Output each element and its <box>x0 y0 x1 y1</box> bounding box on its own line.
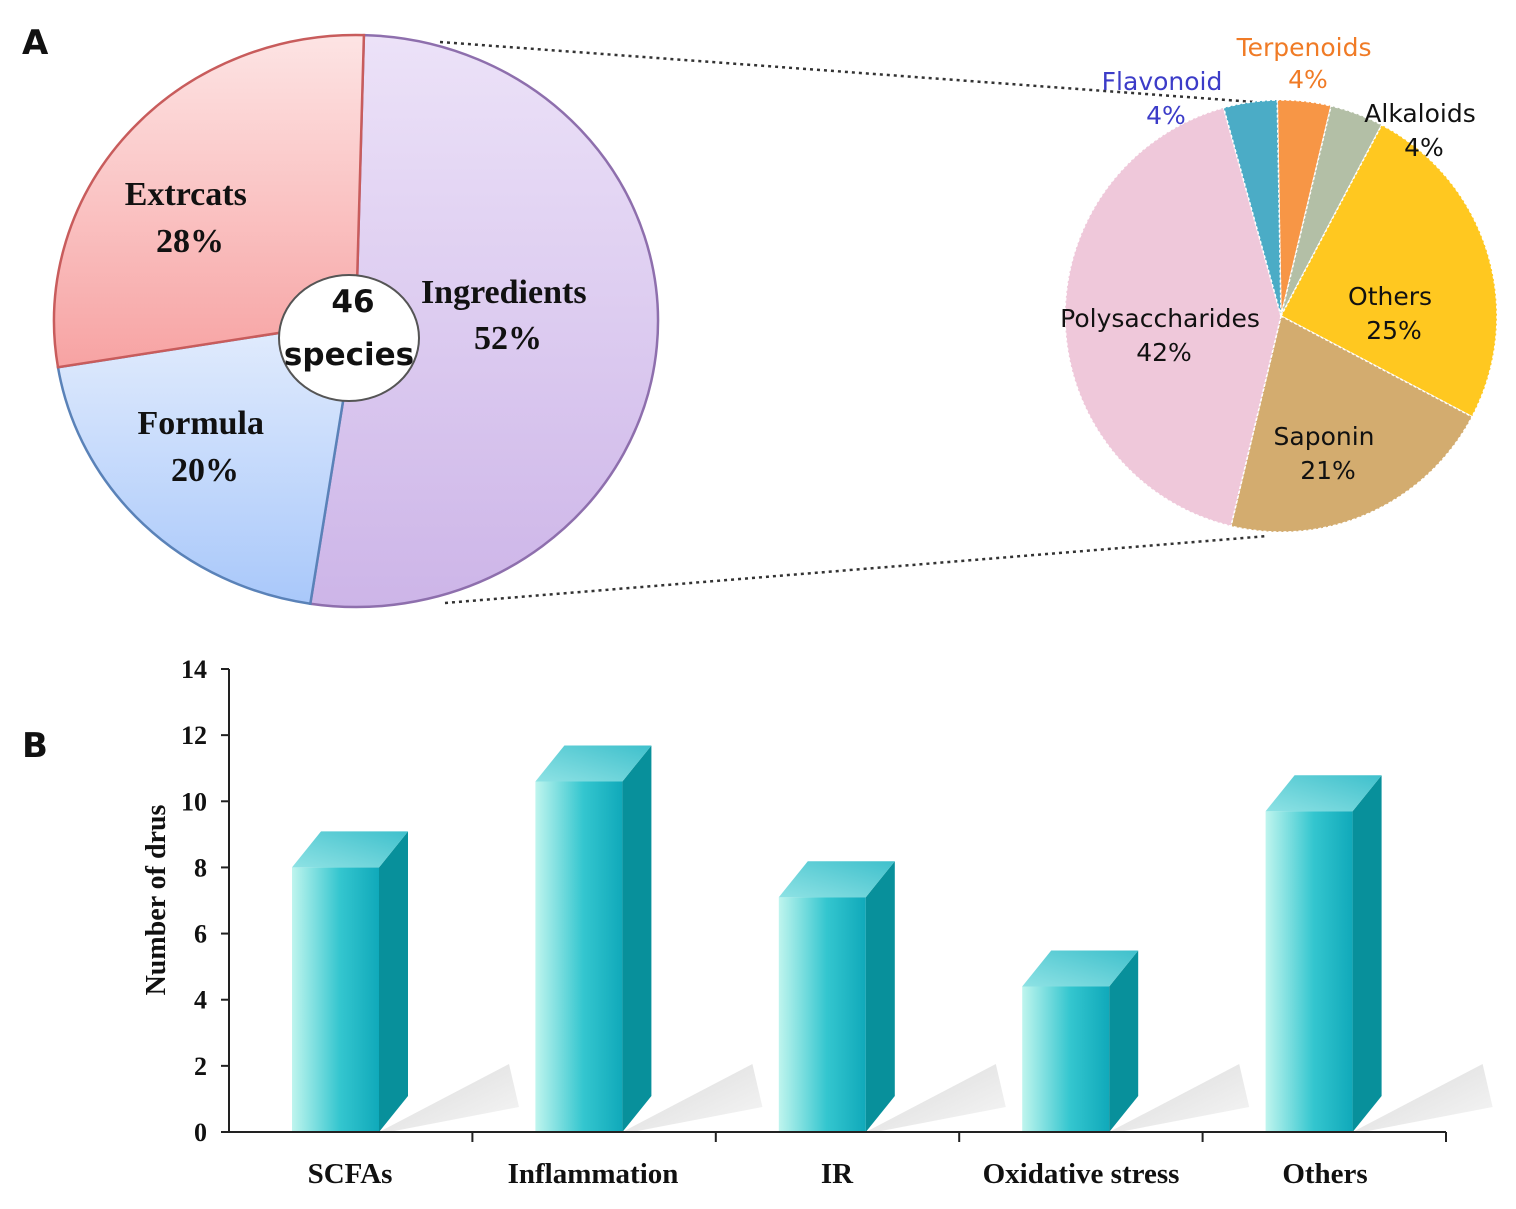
bar-others <box>1265 775 1382 1132</box>
label-alkaloids: Alkaloids 4% <box>1364 99 1483 162</box>
x-tick-label-inflammation: Inflammation <box>508 1158 679 1190</box>
y-tick-label: 8 <box>194 853 207 882</box>
label-terpenoids-name: Terpenoids <box>1236 33 1372 62</box>
bar-front-inflammation <box>535 781 623 1132</box>
bar-front-others <box>1265 811 1353 1132</box>
label-others: Others 25% <box>1348 282 1440 345</box>
bar-front-ir <box>778 897 866 1132</box>
y-axis-title: Number of drus <box>141 804 172 995</box>
label-others-name: Others <box>1348 282 1432 311</box>
bar-side-scfas <box>379 831 408 1132</box>
label-saponin: Saponin 21% <box>1274 422 1383 485</box>
y-tick-label: 12 <box>181 721 207 750</box>
bar-front-scfas <box>292 867 379 1132</box>
label-terpenoids-pct: 4% <box>1288 65 1328 94</box>
main-pie-chart: Extrcats 28% Ingredients 52% Formula 20%… <box>52 33 660 609</box>
bar-shadows <box>379 1064 1493 1132</box>
label-extrcats: Extrcats 28% <box>125 176 256 260</box>
label-polysaccharides-pct: 42% <box>1136 338 1192 367</box>
bar-top-others <box>1265 775 1382 812</box>
pie-slice-saponin <box>1230 314 1474 533</box>
x-tick-label-others: Others <box>1282 1158 1367 1190</box>
bar-oxidative-stress <box>1022 950 1139 1132</box>
panel-label-b: B <box>22 726 48 766</box>
label-ingredients: Ingredients 52% <box>421 274 595 357</box>
bar-side-oxidative-stress <box>1109 950 1139 1132</box>
label-polysaccharides-name: Polysaccharides <box>1060 304 1260 333</box>
center-count: 46 <box>331 284 374 320</box>
bar-shadow-oxidative-stress <box>1109 1064 1250 1132</box>
y-tick-label: 14 <box>181 655 207 684</box>
bar-shadow-ir <box>865 1064 1006 1132</box>
pie-slice-flavonoid <box>1222 99 1282 317</box>
bar-shadow-scfas <box>379 1064 519 1132</box>
bar-ir <box>778 861 895 1132</box>
label-formula-name: Formula <box>137 405 264 442</box>
label-flavonoid: Flavonoid 4% <box>1102 67 1231 130</box>
panel-label-a: A <box>22 23 49 63</box>
label-alkaloids-pct: 4% <box>1404 133 1444 162</box>
label-flavonoid-pct: 4% <box>1146 101 1186 130</box>
label-extrcats-name: Extrcats <box>125 176 247 213</box>
label-flavonoid-name: Flavonoid <box>1102 67 1223 96</box>
bar-top-inflammation <box>535 745 652 782</box>
bar-side-others <box>1352 775 1382 1132</box>
bar-shadow-inflammation <box>622 1064 763 1132</box>
y-tick-label: 6 <box>194 920 207 949</box>
x-tick-label-oxidative-stress: Oxidative stress <box>983 1158 1180 1190</box>
bar-shadow-others <box>1352 1064 1493 1132</box>
label-ingredients-name: Ingredients <box>421 274 587 311</box>
label-polysaccharides: Polysaccharides 42% <box>1060 304 1268 367</box>
bar-axes: 0 2 4 6 8 10 12 14 <box>181 655 1447 1147</box>
bar-inflammation <box>535 745 652 1132</box>
y-tick-label: 10 <box>181 787 207 816</box>
bar-side-inflammation <box>622 745 652 1132</box>
label-formula-pct: 20% <box>171 452 239 489</box>
bar-chart: 0 2 4 6 8 10 12 14 Number of drus SCFAs Inflamm… <box>141 655 1493 1190</box>
x-tick-label-scfas: SCFAs <box>308 1158 393 1190</box>
label-ingredients-pct: 52% <box>474 320 542 357</box>
center-unit: species <box>284 337 414 373</box>
label-saponin-name: Saponin <box>1274 422 1375 451</box>
label-alkaloids-name: Alkaloids <box>1364 99 1476 128</box>
pie-slice-ingredients <box>308 33 660 609</box>
y-tick-label: 2 <box>194 1052 207 1081</box>
y-tick-label: 4 <box>194 986 207 1015</box>
ingredients-pie-chart: Terpenoids 4% Flavonoid 4% Alkaloids 4% … <box>1060 33 1498 533</box>
bar-bars <box>292 745 1382 1132</box>
center-badge <box>278 274 420 402</box>
pie-slice-polysaccharides <box>1064 106 1282 528</box>
bar-front-oxidative-stress <box>1022 986 1110 1132</box>
pie-slice-extrcats <box>52 33 366 369</box>
bar-scfas <box>292 831 408 1132</box>
bar-top-oxidative-stress <box>1022 950 1139 987</box>
bar-top-scfas <box>292 831 408 868</box>
label-saponin-pct: 21% <box>1300 456 1356 485</box>
zoom-connector-bottom <box>444 534 1269 605</box>
label-extrcats-pct: 28% <box>156 223 224 260</box>
bar-side-ir <box>865 861 895 1132</box>
x-tick-label-ir: IR <box>821 1158 854 1190</box>
zoom-connector-top <box>439 40 1269 105</box>
bar-top-ir <box>778 861 895 898</box>
pie-slice-formula <box>56 319 358 606</box>
label-others-pct: 25% <box>1366 316 1422 345</box>
label-formula: Formula 20% <box>137 405 272 489</box>
label-terpenoids: Terpenoids 4% <box>1236 33 1380 94</box>
y-tick-label: 0 <box>194 1118 207 1147</box>
